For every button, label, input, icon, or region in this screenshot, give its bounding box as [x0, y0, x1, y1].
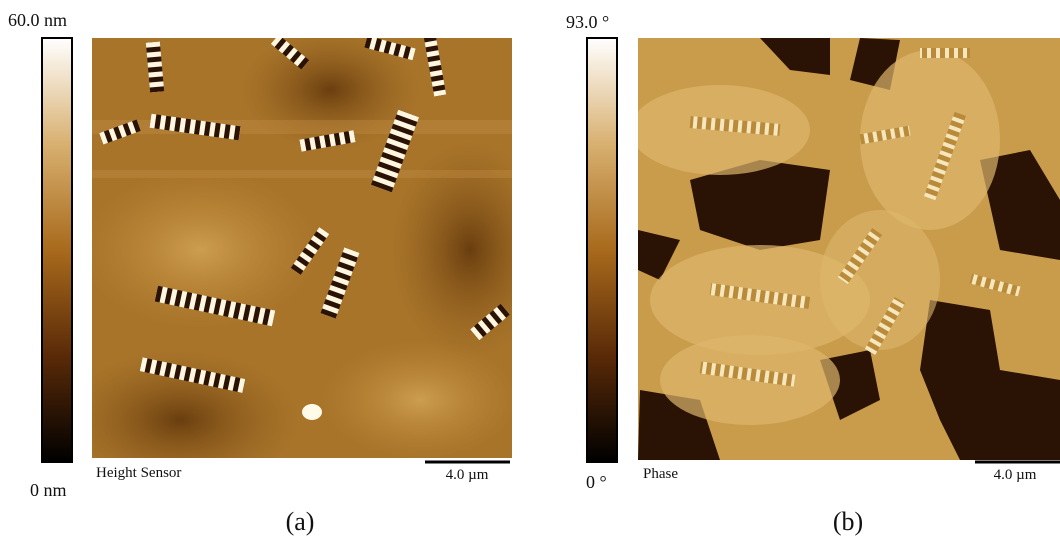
scale-bar-label: 4.0 µm	[994, 467, 1037, 483]
colorbar	[586, 37, 618, 463]
colorbar-max: 93.0 °	[566, 12, 609, 32]
scale-bar-label: 4.0 µm	[446, 467, 489, 483]
channel-label: Height Sensor	[96, 465, 181, 481]
colorbar	[41, 37, 73, 463]
caption: (a)	[286, 507, 315, 536]
height-image	[92, 38, 512, 458]
caption: (b)	[833, 507, 863, 536]
colorbar-max: 60.0 nm	[8, 10, 67, 30]
phase-image	[638, 38, 1060, 460]
channel-label: Phase	[643, 466, 678, 482]
colorbar-min: 0 nm	[30, 480, 67, 500]
colorbar-min: 0 °	[586, 472, 607, 492]
